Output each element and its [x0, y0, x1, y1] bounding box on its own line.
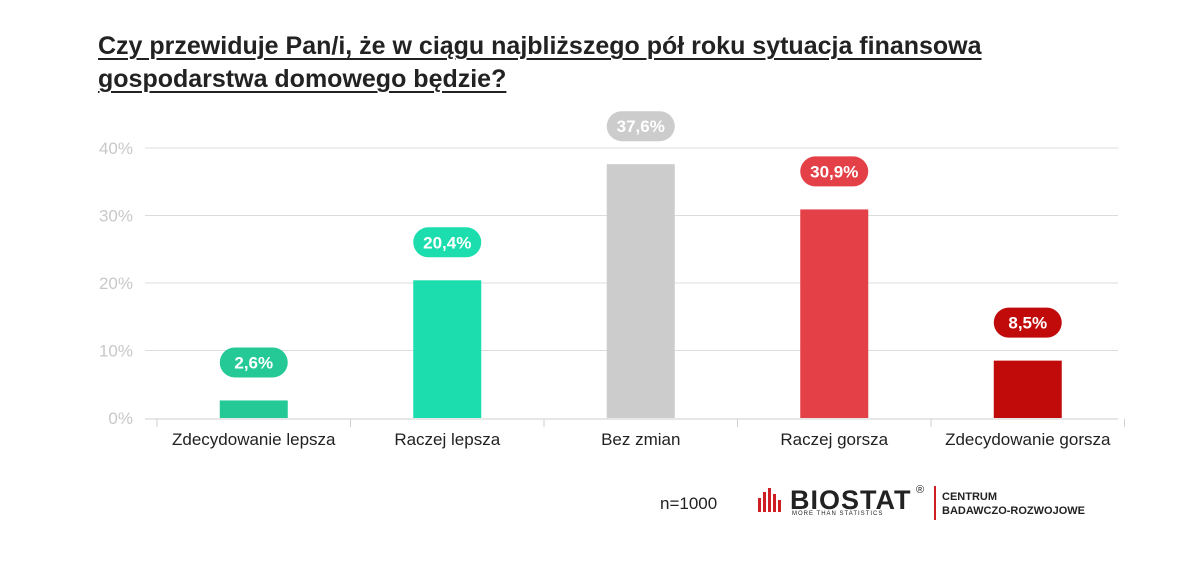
- data-label-pill: [800, 156, 869, 187]
- bar: [413, 280, 482, 418]
- bar: [800, 209, 869, 418]
- data-label: 37,6%: [617, 117, 665, 136]
- logo-bars-icon: [758, 488, 781, 512]
- y-tick-label: 20%: [99, 274, 133, 293]
- data-label-pill: [606, 111, 675, 142]
- chart-title: Czy przewiduje Pan/i, że w ciągu najbliż…: [98, 30, 1098, 96]
- logo-center-line-2: BADAWCZO-ROZWOJOWE: [942, 505, 1085, 517]
- biostat-logo: BIOSTAT ® MORE THAN STATISTICS CENTRUM B…: [758, 484, 1098, 524]
- x-tick-label: Zdecydowanie lepsza: [172, 430, 336, 449]
- x-tick-label: Raczej gorsza: [780, 430, 888, 449]
- data-label-pill: [413, 227, 482, 258]
- x-tick-label: Zdecydowanie gorsza: [945, 430, 1111, 449]
- y-tick-label: 30%: [99, 207, 133, 226]
- data-label: 30,9%: [810, 162, 858, 181]
- bar: [993, 360, 1062, 418]
- bars: 2,6% 20,4% 37,6% 30,9% 8,5%: [219, 111, 1062, 418]
- y-tick-label: 40%: [99, 139, 133, 158]
- x-axis: Zdecydowanie lepsza Raczej lepsza Bez zmia…: [145, 418, 1125, 449]
- logo-wordmark: BIOSTAT: [790, 485, 912, 515]
- y-tick-label: 10%: [99, 342, 133, 361]
- y-tick-label: 0%: [108, 409, 133, 428]
- x-tick-label: Bez zmian: [601, 430, 680, 449]
- data-label: 8,5%: [1008, 314, 1047, 333]
- data-label-pill: [219, 347, 288, 378]
- x-tick-label: Raczej lepsza: [394, 430, 500, 449]
- data-label-pill: [993, 307, 1062, 338]
- data-label: 2,6%: [234, 353, 273, 372]
- y-axis-ticks: 0% 10% 20% 30% 40%: [99, 139, 133, 428]
- logo-center-line-1: CENTRUM: [942, 491, 997, 503]
- chart-title-line-1: Czy przewiduje Pan/i, że w ciągu najbliż…: [98, 32, 982, 60]
- sample-size-label: n=1000: [660, 494, 718, 513]
- bar: [219, 400, 288, 418]
- chart-title-line-2: gospodarstwa domowego będzie?: [98, 65, 507, 93]
- logo-tagline: MORE THAN STATISTICS: [792, 511, 884, 517]
- logo-center-name: CENTRUM BADAWCZO-ROZWOJOWE: [942, 490, 1085, 518]
- logo-separator: [934, 486, 936, 520]
- data-label: 20,4%: [423, 233, 471, 252]
- logo-registered-mark: ®: [916, 484, 925, 496]
- bar: [606, 164, 675, 418]
